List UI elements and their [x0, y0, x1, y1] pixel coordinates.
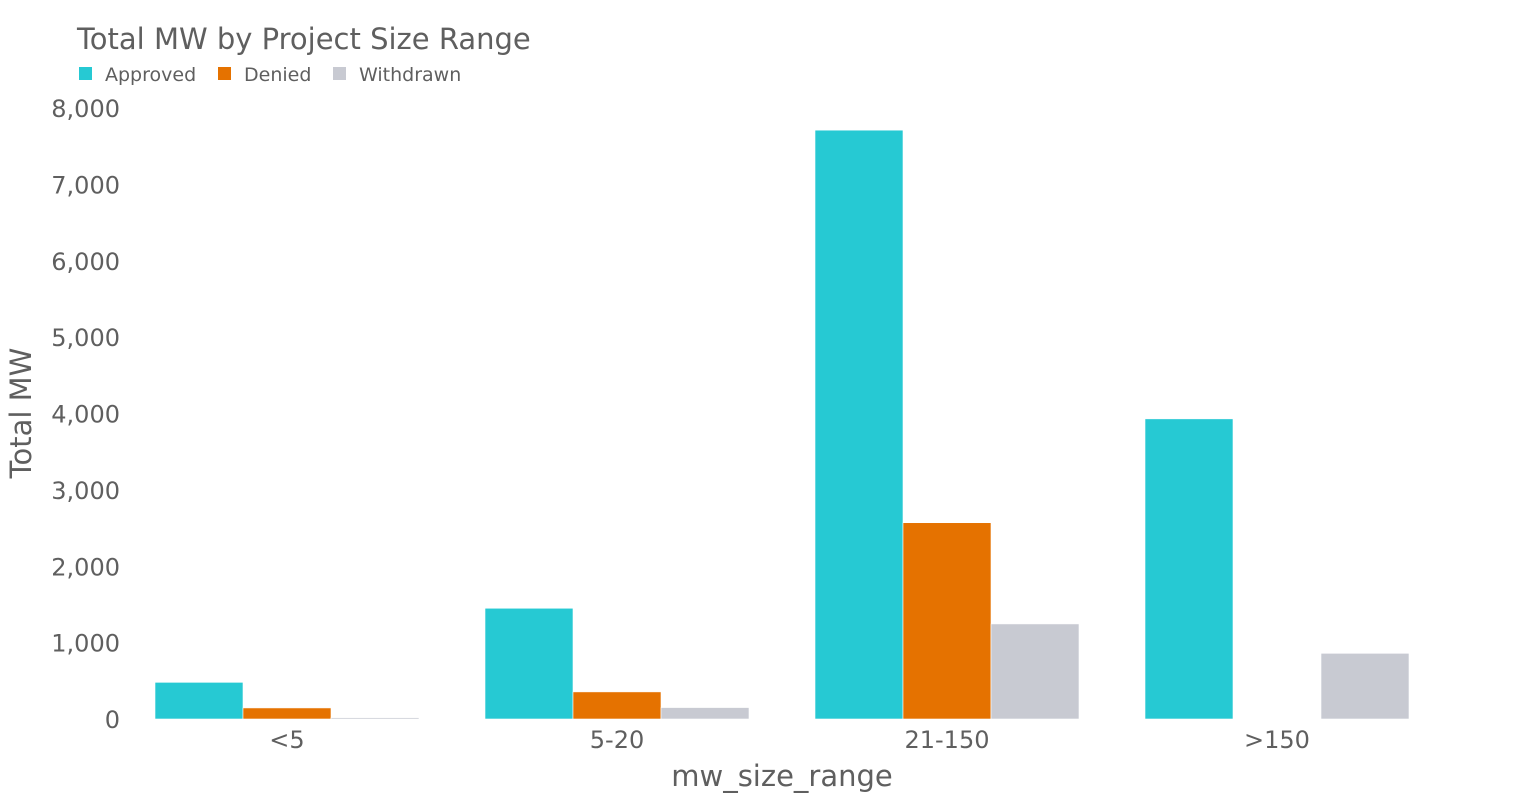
- y-tick-label: 4,000: [51, 401, 120, 429]
- legend-swatch: [79, 67, 92, 80]
- y-tick-label: 3,000: [51, 477, 120, 505]
- legend-label: Withdrawn: [359, 64, 461, 86]
- y-tick-label: 7,000: [51, 171, 120, 199]
- bar-approved-0: [154, 682, 244, 720]
- y-tick-label: 6,000: [51, 248, 120, 276]
- x-tick-label: >150: [1244, 726, 1310, 754]
- bars: [154, 129, 1410, 720]
- x-axis-ticks: <5 5-20 21-150 >150: [269, 726, 1310, 754]
- x-tick-label: <5: [269, 726, 304, 754]
- x-axis-label: mw_size_range: [671, 759, 893, 793]
- y-tick-label: 5,000: [51, 324, 120, 352]
- bar-approved-1: [484, 607, 574, 720]
- y-tick-label: 0: [105, 706, 120, 734]
- bar-denied-2: [902, 522, 992, 720]
- bar-approved-3: [1144, 418, 1234, 720]
- legend-label: Denied: [244, 64, 311, 86]
- legend-item-withdrawn[interactable]: Withdrawn: [333, 64, 461, 86]
- legend-label: Approved: [105, 64, 196, 86]
- y-axis-label: Total MW: [4, 348, 38, 480]
- y-axis-ticks: 0 1,000 2,000 3,000 4,000 5,000 6,000 7,000 8,00…: [51, 95, 120, 734]
- legend: Approved Denied Withdrawn: [79, 64, 461, 86]
- bar-denied-0: [242, 707, 332, 720]
- legend-item-approved[interactable]: Approved: [79, 64, 196, 86]
- bar-withdrawn-0: [330, 717, 420, 720]
- bar-withdrawn-3: [1320, 653, 1410, 720]
- y-tick-label: 2,000: [51, 553, 120, 581]
- legend-item-denied[interactable]: Denied: [218, 64, 311, 86]
- y-tick-label: 8,000: [51, 95, 120, 123]
- bar-approved-2: [814, 129, 904, 720]
- legend-swatch: [333, 67, 346, 80]
- chart-title: Total MW by Project Size Range: [76, 22, 531, 56]
- bar-withdrawn-2: [990, 623, 1080, 720]
- bar-denied-1: [572, 691, 662, 720]
- legend-swatch: [218, 67, 231, 80]
- y-tick-label: 1,000: [51, 630, 120, 658]
- x-tick-label: 21-150: [904, 726, 989, 754]
- bar-withdrawn-1: [660, 707, 750, 720]
- x-tick-label: 5-20: [590, 726, 644, 754]
